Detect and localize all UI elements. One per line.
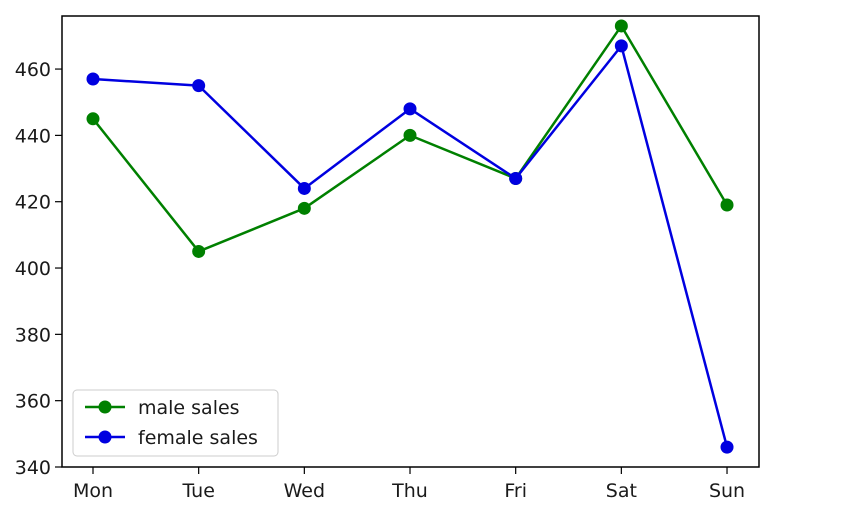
x-tick-label: Sat [606, 480, 637, 502]
legend-marker-female-sales [98, 430, 112, 444]
y-tick-label: 440 [15, 125, 51, 147]
data-point-male-sales [297, 201, 311, 215]
y-tick-label: 400 [15, 258, 51, 280]
data-point-male-sales [720, 198, 734, 212]
data-point-male-sales [403, 128, 417, 142]
legend: male sales female sales [72, 389, 279, 457]
x-tick-label: Mon [73, 480, 113, 502]
legend-label-male-sales: male sales [138, 397, 240, 419]
data-point-male-sales [192, 244, 206, 258]
data-point-female-sales [192, 79, 206, 93]
data-point-female-sales [86, 72, 100, 86]
data-point-female-sales [614, 39, 628, 53]
data-point-female-sales [403, 102, 417, 116]
data-point-male-sales [86, 112, 100, 126]
legend-label-female-sales: female sales [138, 427, 258, 449]
x-tick-label: Wed [284, 480, 325, 502]
data-point-female-sales [297, 181, 311, 195]
x-tick-label: Sun [709, 480, 745, 502]
y-tick-label: 340 [15, 457, 51, 479]
data-point-female-sales [720, 440, 734, 454]
series-layer [86, 19, 734, 454]
data-point-female-sales [509, 171, 523, 185]
y-tick-label: 360 [15, 391, 51, 413]
y-axis: 340 360 380 400 420 440 460 [15, 59, 62, 479]
y-tick-label: 380 [15, 324, 51, 346]
y-tick-label: 420 [15, 192, 51, 214]
x-tick-label: Tue [181, 480, 214, 502]
x-tick-label: Thu [391, 480, 428, 502]
legend-marker-male-sales [98, 400, 112, 414]
y-tick-label: 460 [15, 59, 51, 81]
x-axis: Mon Tue Wed Thu Fri Sat Sun [73, 467, 745, 502]
data-point-male-sales [614, 19, 628, 33]
x-tick-label: Fri [504, 480, 527, 502]
